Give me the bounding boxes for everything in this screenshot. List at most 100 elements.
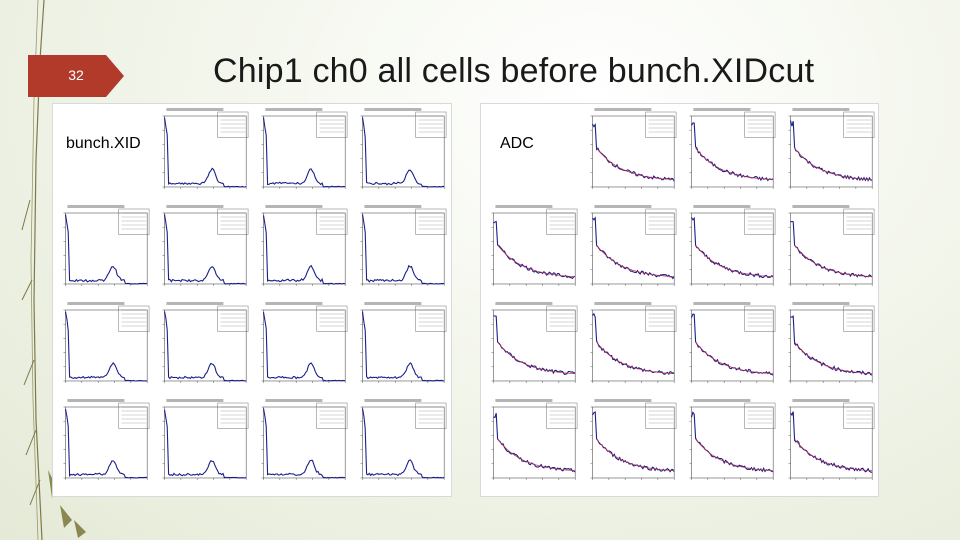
- thumbnail-title: [792, 108, 850, 111]
- thumbnail-fit-line: [497, 438, 576, 472]
- thumbnail-histogram-line: [262, 117, 346, 188]
- slide-number: 32: [68, 67, 84, 83]
- thumbnail-histogram-line: [790, 411, 873, 473]
- thumbnail-frame: [65, 212, 148, 285]
- thumbnail-title: [364, 108, 422, 111]
- thumbnail-histogram-line: [361, 214, 445, 285]
- thumbnail-title: [495, 205, 553, 208]
- thumbnail-frame: [691, 406, 774, 479]
- thumbnail-histogram-line: [361, 311, 445, 382]
- thumbnail-frame: [65, 406, 148, 479]
- thumbnail-fit-line: [596, 438, 675, 472]
- thumbnail-frame: [592, 309, 675, 382]
- thumbnail-histogram-line: [163, 117, 247, 188]
- thumbnail-title: [67, 205, 125, 208]
- thumbnail-title: [594, 302, 652, 305]
- thumbnail-frame: [263, 212, 346, 285]
- thumbnail-frame: [691, 309, 774, 382]
- thumbnail-title: [67, 399, 125, 402]
- thumbnail-histogram-line: [493, 315, 576, 375]
- thumbnail-frame: [691, 212, 774, 285]
- thumbnail-frame: [691, 115, 774, 188]
- thumbnail-fit-line: [695, 438, 774, 472]
- thumbnail-histogram-line: [64, 311, 148, 382]
- thumbnail-title: [265, 302, 323, 305]
- thumbnail-title: [594, 108, 652, 111]
- thumbnail-title: [166, 399, 224, 402]
- thumbnail-title: [792, 302, 850, 305]
- thumbnail-title: [594, 205, 652, 208]
- thumbnail-histogram-line: [361, 117, 445, 188]
- thumbnail-title: [265, 399, 323, 402]
- thumbnail-title: [364, 399, 422, 402]
- thumbnail-fit-line: [596, 147, 675, 181]
- thumbnail-fit-line: [695, 341, 774, 375]
- thumbnail-frame: [263, 309, 346, 382]
- thumbnail-title: [693, 399, 751, 402]
- thumbnail-title: [166, 302, 224, 305]
- thumbnail-frame: [592, 115, 675, 188]
- adc-histogram-panel: [480, 103, 879, 497]
- thumbnail-title: [495, 302, 553, 305]
- thumbnail-histogram-line: [691, 216, 774, 279]
- thumbnail-histogram-line: [163, 311, 247, 382]
- thumbnail-fit-line: [794, 438, 873, 472]
- thumbnail-title: [166, 205, 224, 208]
- thumbnail-fit-line: [695, 147, 774, 181]
- thumbnail-title: [364, 205, 422, 208]
- thumbnail-frame: [164, 309, 247, 382]
- thumbnail-title: [792, 205, 850, 208]
- thumbnail-frame: [790, 406, 873, 479]
- thumbnail-histogram-line: [361, 408, 445, 479]
- thumbnail-fit-line: [695, 244, 774, 278]
- thumbnail-histogram-line: [163, 409, 247, 479]
- thumbnail-frame: [790, 212, 873, 285]
- thumbnail-title: [693, 302, 751, 305]
- thumbnail-fit-line: [596, 244, 675, 278]
- thumbnail-histogram-line: [262, 215, 346, 285]
- slide-number-tab: [28, 55, 124, 97]
- thumbnail-histogram-line: [790, 220, 873, 278]
- thumbnail-histogram-line: [592, 216, 675, 280]
- thumbnail-frame: [65, 309, 148, 382]
- thumbnail-fit-line: [497, 244, 576, 278]
- thumbnail-frame: [362, 115, 445, 188]
- thumbnail-title: [265, 205, 323, 208]
- thumbnail-title: [792, 399, 850, 402]
- thumbnail-frame: [362, 406, 445, 479]
- thumbnail-histogram-line: [262, 408, 346, 479]
- thumbnail-fit-line: [596, 341, 675, 375]
- thumbnail-title: [67, 302, 125, 305]
- thumbnail-frame: [164, 115, 247, 188]
- thumbnail-frame: [790, 115, 873, 188]
- thumbnail-fit-line: [794, 341, 873, 375]
- thumbnail-histogram-line: [64, 408, 148, 479]
- thumbnail-title: [166, 108, 224, 111]
- thumbnail-frame: [592, 212, 675, 285]
- thumbnail-frame: [493, 406, 576, 479]
- bunchxid-label: bunch.XID: [66, 135, 141, 152]
- thumbnail-frame: [362, 309, 445, 382]
- thumbnail-title: [594, 399, 652, 402]
- thumbnail-frame: [164, 406, 247, 479]
- thumbnail-fit-line: [794, 244, 873, 278]
- thumbnail-frame: [362, 212, 445, 285]
- thumbnail-frame: [592, 406, 675, 479]
- thumbnail-frame: [164, 212, 247, 285]
- thumbnail-histogram-line: [64, 214, 148, 285]
- thumbnail-histogram-line: [163, 214, 247, 285]
- adc-label: ADC: [500, 135, 534, 152]
- bunchxid-histogram-panel: [52, 103, 452, 497]
- thumbnail-title: [495, 399, 553, 402]
- thumbnail-histogram-line: [262, 312, 346, 382]
- thumbnail-fit-line: [794, 147, 873, 181]
- thumbnail-frame: [263, 406, 346, 479]
- thumbnail-frame: [263, 115, 346, 188]
- thumbnail-title: [693, 205, 751, 208]
- thumbnail-fit-line: [497, 341, 576, 375]
- thumbnail-frame: [493, 212, 576, 285]
- thumbnail-title: [364, 302, 422, 305]
- thumbnail-title: [693, 108, 751, 111]
